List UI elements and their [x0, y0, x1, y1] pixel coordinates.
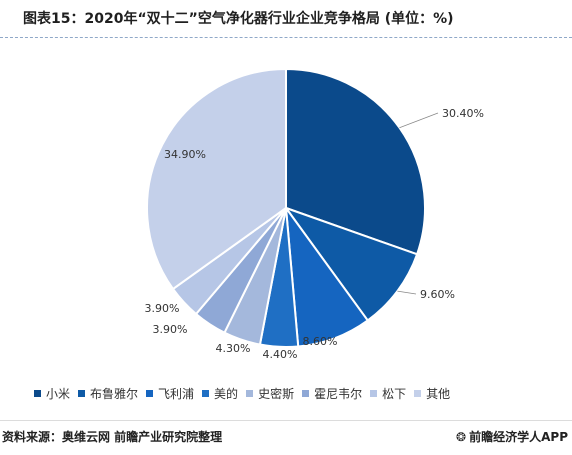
pie-chart: 30.40% 9.60% 8.60% 4.40% 4.30% 3.90% 3.90% 34.9…: [145, 67, 484, 361]
legend-label-0: 小米: [46, 387, 71, 401]
legend-swatch-5: [302, 390, 310, 397]
legend-swatch-7: [414, 390, 422, 397]
legend-item-1: 布鲁雅尔: [78, 385, 138, 402]
legend-swatch-4: [246, 390, 254, 397]
legend-swatch-2: [146, 390, 154, 397]
legend-item-6: 松下: [370, 385, 406, 402]
chart-legend: 小米 布鲁雅尔 飞利浦 美的 史密斯 霍尼韦尔 松下 其他: [34, 385, 458, 402]
legend-item-0: 小米: [34, 385, 70, 402]
legend-item-5: 霍尼韦尔: [302, 385, 362, 402]
legend-swatch-0: [34, 390, 41, 397]
legend-label-2: 飞利浦: [158, 387, 195, 401]
brand-text: 前瞻经济学人APP: [469, 430, 568, 444]
slice-label-0: 30.40%: [442, 107, 484, 120]
slice-label-3: 4.40%: [263, 348, 298, 361]
pie-slice-1: [283, 205, 419, 322]
chart-title: 图表15：2020年“双十二”空气净化器行业企业竞争格局 (单位：%): [23, 11, 454, 27]
brand-mark: ❂ 前瞻经济学人APP: [456, 428, 568, 445]
legend-label-7: 其他: [426, 387, 451, 401]
title-divider: [0, 37, 572, 38]
legend-label-1: 布鲁雅尔: [90, 387, 139, 401]
leader-line-1: [397, 290, 417, 295]
slice-label-7: 34.90%: [164, 148, 206, 161]
slice-label-5: 3.90%: [153, 323, 188, 336]
slice-label-1: 9.60%: [420, 288, 455, 301]
footer-divider: [0, 420, 572, 421]
legend-item-3: 美的: [202, 385, 238, 402]
legend-label-5: 霍尼韦尔: [314, 387, 363, 401]
source-note: 资料来源：奥维云网 前瞻产业研究院整理: [2, 430, 223, 444]
slice-label-2: 8.60%: [303, 335, 338, 348]
legend-label-6: 松下: [382, 387, 407, 401]
leader-line-0: [399, 112, 439, 129]
slice-label-6: 3.90%: [145, 302, 180, 315]
legend-label-3: 美的: [214, 387, 239, 401]
qianzhan-logo-icon: ❂: [456, 429, 467, 444]
legend-item-2: 飞利浦: [146, 385, 194, 402]
slice-label-4: 4.30%: [216, 342, 251, 355]
pie-slice-7: [146, 67, 287, 291]
legend-label-4: 史密斯: [258, 387, 295, 401]
legend-swatch-3: [202, 390, 210, 397]
legend-swatch-6: [370, 390, 378, 397]
legend-item-4: 史密斯: [246, 385, 294, 402]
legend-item-7: 其他: [414, 385, 450, 402]
legend-swatch-1: [78, 390, 86, 397]
